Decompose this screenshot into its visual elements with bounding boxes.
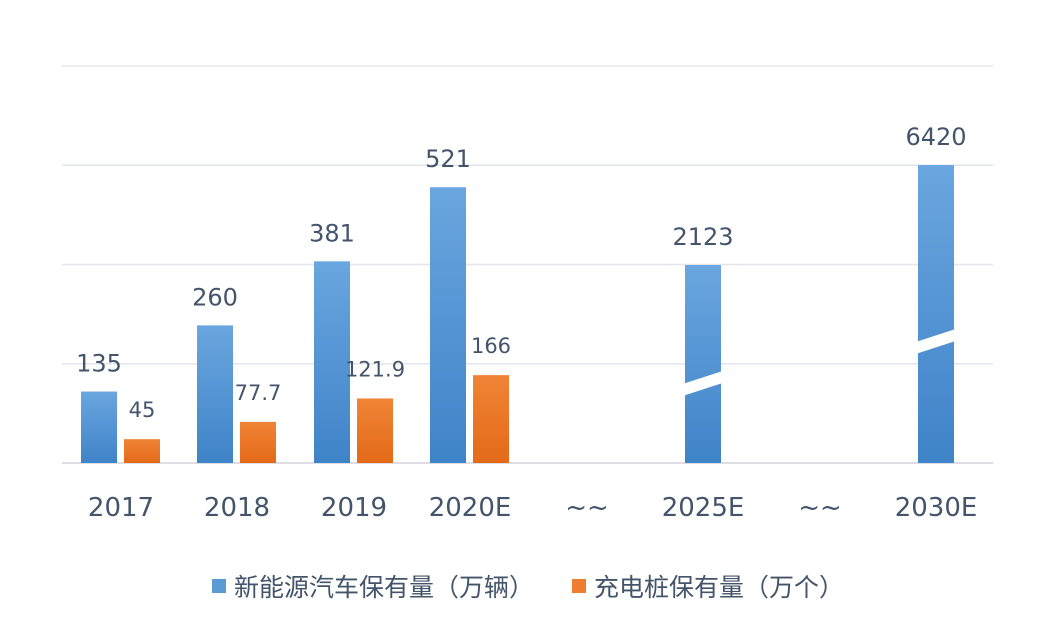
data-label-ev: 2123 (672, 223, 733, 251)
legend-label-charger: 充电桩保有量（万个） (594, 573, 845, 602)
bar-charger-2020E (473, 375, 509, 463)
legend-swatch-charger (572, 579, 586, 593)
bar-charger-2018 (240, 421, 276, 463)
x-tick-label: ~~ (565, 493, 609, 523)
data-label-charger: 121.9 (345, 357, 405, 381)
bar-charger-2017 (124, 439, 160, 463)
bar-chart: 2017 135 45 2018 260 77.7 2019 381 121.9 2020E 521… (62, 65, 993, 523)
data-label-ev: 135 (76, 350, 122, 378)
data-label-ev: 381 (309, 219, 355, 247)
bar-ev-2017 (81, 391, 117, 463)
x-tick-label: ~~ (798, 493, 842, 523)
x-tick-label: 2020E (429, 493, 512, 523)
x-tick-label: 2017 (88, 493, 154, 523)
legend-item-charger: 充电桩保有量（万个） (572, 568, 844, 604)
axis-break-mark (683, 370, 723, 396)
data-label-ev: 6420 (905, 123, 966, 151)
x-tick-label: 2025E (662, 493, 745, 523)
data-label-ev: 521 (425, 145, 471, 173)
bar-ev-2030E (918, 165, 954, 463)
legend-swatch-ev (211, 579, 226, 593)
labels: 2017 135 45 2018 260 77.7 2019 381 121.9 2020E 521… (76, 123, 977, 523)
legend-item-ev: 新能源汽车保有量（万辆） (211, 568, 534, 604)
data-label-charger: 166 (471, 334, 511, 358)
bars (81, 165, 956, 463)
x-tick-label: 2030E (895, 493, 978, 523)
bar-ev-2019 (314, 261, 350, 463)
x-tick-label: 2018 (204, 493, 270, 523)
bar-ev-2020E (430, 187, 466, 463)
axis-break-mark (916, 328, 956, 354)
data-label-ev: 260 (192, 283, 238, 311)
bar-ev-2025E (685, 265, 721, 463)
bar-ev-2018 (197, 325, 233, 463)
legend-label-ev: 新能源汽车保有量（万辆） (233, 573, 534, 602)
data-label-charger: 45 (129, 398, 156, 422)
bar-charger-2019 (357, 398, 393, 463)
data-label-charger: 77.7 (235, 381, 282, 405)
x-tick-label: 2019 (321, 493, 387, 523)
legend: 新能源汽车保有量（万辆） 充电桩保有量（万个） (0, 568, 1056, 604)
